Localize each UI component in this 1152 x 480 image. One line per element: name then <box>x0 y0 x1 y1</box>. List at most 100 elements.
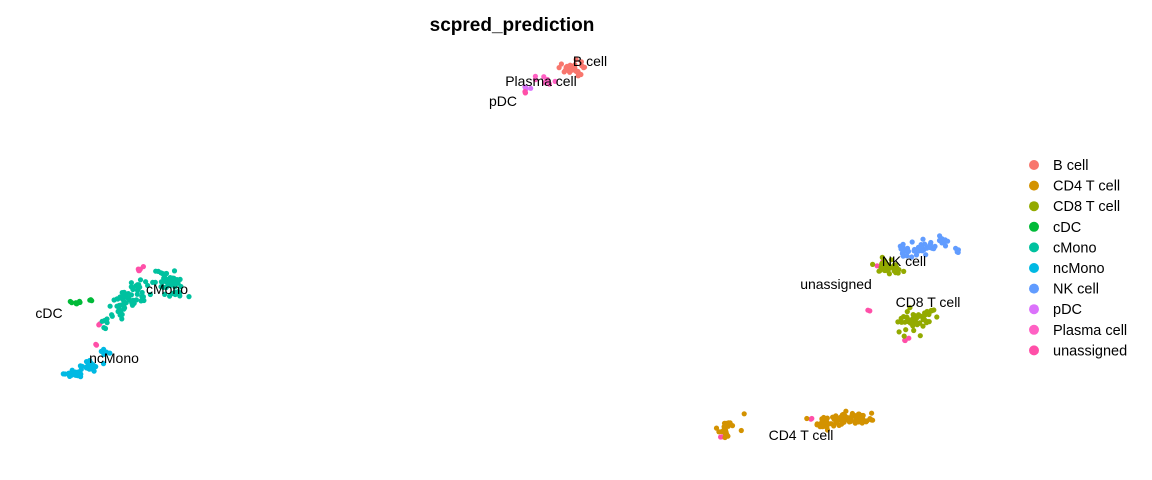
point-cmono <box>162 291 168 297</box>
point-cmono <box>155 268 161 274</box>
legend-label-cdc: cDC <box>1053 220 1081 236</box>
point-cd8-t-cell <box>920 323 926 329</box>
point-cmono <box>167 278 173 284</box>
point-unassigned <box>522 90 528 96</box>
legend-key-cd4-t-cell <box>1029 180 1039 191</box>
point-ncmono <box>66 372 72 378</box>
point-cd8-t-cell <box>904 309 910 315</box>
point-b-cell <box>558 61 565 67</box>
point-cmono <box>115 296 121 302</box>
point-ncmono <box>100 361 107 367</box>
scatter-points <box>60 56 962 441</box>
point-cd8-t-cell <box>896 267 902 273</box>
point-unassigned <box>137 266 143 272</box>
point-cd4-t-cell <box>863 419 869 425</box>
point-cd4-t-cell <box>738 427 744 434</box>
point-cmono <box>114 303 120 309</box>
point-nk-cell <box>913 252 920 258</box>
point-cd8-t-cell <box>901 314 907 320</box>
cluster-label-cd8-t-cell: CD8 T cell <box>896 294 961 310</box>
point-cd4-t-cell <box>824 424 830 430</box>
cluster-label-b-cell: B cell <box>573 53 607 69</box>
point-cmono <box>176 290 182 296</box>
point-nk-cell <box>909 254 915 260</box>
point-cd8-t-cell <box>885 268 891 274</box>
point-cd4-t-cell <box>804 415 810 422</box>
point-nk-cell <box>942 243 949 249</box>
legend-key-unassigned <box>1029 345 1039 356</box>
legend-label-unassigned: unassigned <box>1053 343 1127 359</box>
cluster-label-plasma-cell: Plasma cell <box>505 73 577 89</box>
point-nk-cell <box>927 243 933 249</box>
cluster-labels: B cell Plasma cell pDC cMono cDC ncMono … <box>35 53 960 443</box>
point-nk-cell <box>904 253 910 259</box>
point-unassigned <box>902 337 908 343</box>
point-cmono <box>139 289 145 296</box>
point-cd8-t-cell <box>917 333 923 339</box>
point-cmono <box>137 277 144 283</box>
point-cdc <box>76 299 82 306</box>
point-ncmono <box>92 364 98 370</box>
legend-label-pdc: pDC <box>1053 302 1082 318</box>
point-cmono <box>124 295 130 301</box>
cluster-label-ncmono: ncMono <box>89 350 139 366</box>
point-b-cell <box>573 56 579 63</box>
point-cmono <box>152 279 158 285</box>
point-cd8-t-cell <box>907 305 913 311</box>
cluster-label-cdc: cDC <box>35 305 62 321</box>
legend-key-b-cell <box>1029 160 1039 170</box>
point-cd8-t-cell <box>877 268 883 274</box>
point-ncmono <box>78 366 84 372</box>
point-cmono <box>109 313 115 319</box>
legend-label-ncmono: ncMono <box>1053 261 1105 277</box>
point-cmono <box>107 303 113 309</box>
legend-key-plasma-cell <box>1029 324 1039 335</box>
point-nk-cell <box>919 248 925 254</box>
point-cmono <box>139 293 145 299</box>
chart-title: scpred_prediction <box>430 15 595 36</box>
point-cmono <box>119 316 125 322</box>
point-nk-cell <box>920 236 926 242</box>
point-cmono <box>163 270 170 277</box>
point-cmono <box>121 289 127 295</box>
point-cd8-t-cell <box>888 257 894 263</box>
point-cmono <box>167 293 173 299</box>
legend-label-nk-cell: NK cell <box>1053 282 1099 298</box>
point-cmono <box>121 306 127 312</box>
point-cd8-t-cell <box>910 312 916 318</box>
point-cmono <box>166 282 172 288</box>
legend-key-pdc <box>1029 304 1039 315</box>
point-cdc <box>67 298 73 305</box>
legend-label-cmono: cMono <box>1053 240 1097 256</box>
point-cmono <box>99 318 105 324</box>
point-ncmono <box>86 366 92 372</box>
point-cd8-t-cell <box>901 268 907 274</box>
legend-label-cd8-t-cell: CD8 T cell <box>1053 199 1120 215</box>
point-plasma-cell <box>532 77 539 83</box>
point-cd4-t-cell <box>859 420 865 426</box>
legend-key-cd8-t-cell <box>1029 201 1039 212</box>
point-cmono <box>172 284 178 290</box>
point-cd4-t-cell <box>741 411 747 417</box>
point-cd4-t-cell <box>716 429 722 435</box>
point-cd8-t-cell <box>907 317 913 323</box>
point-cd8-t-cell <box>917 313 924 319</box>
point-cd4-t-cell <box>849 414 855 420</box>
point-cd4-t-cell <box>828 421 834 427</box>
point-cd4-t-cell <box>814 421 820 427</box>
point-plasma-cell <box>552 78 558 84</box>
point-b-cell <box>567 69 573 75</box>
cluster-label-pdc: pDC <box>489 93 517 109</box>
cluster-label-cmono: cMono <box>146 281 188 297</box>
cluster-label-unassigned: unassigned <box>800 276 872 292</box>
point-cd4-t-cell <box>846 418 852 424</box>
point-b-cell <box>564 63 570 69</box>
legend-key-nk-cell <box>1029 283 1039 294</box>
point-cd8-t-cell <box>931 307 937 313</box>
legend-key-cdc <box>1029 221 1039 232</box>
point-cmono <box>186 294 192 300</box>
point-cmono <box>141 297 147 304</box>
point-cd8-t-cell <box>870 261 876 267</box>
legend-label-cd4-t-cell: CD4 T cell <box>1053 179 1120 195</box>
point-cmono <box>135 286 141 292</box>
